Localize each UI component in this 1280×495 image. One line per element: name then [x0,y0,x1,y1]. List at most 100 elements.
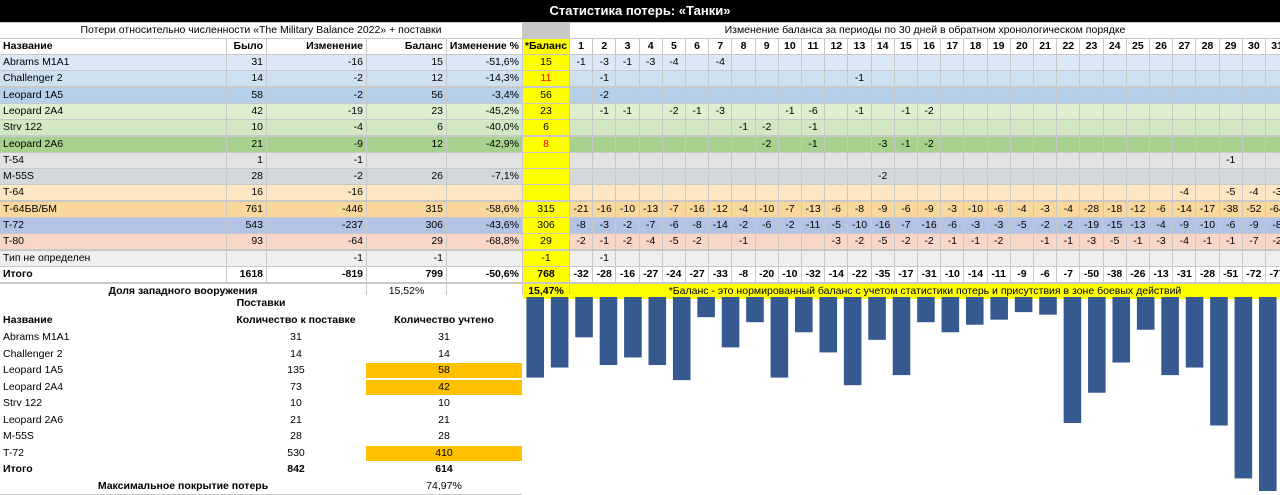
period-cell [593,185,616,201]
period-cell [825,136,848,152]
period-cell [1242,169,1265,185]
period-cell: -4 [1010,201,1033,217]
period-cell: -16 [918,218,941,233]
row-value [447,152,522,168]
period-total: -28 [593,266,616,282]
period-cell [1219,120,1242,136]
period-cell [1242,250,1265,266]
period-cell [894,185,917,201]
column-header: *Баланс [523,39,569,54]
western-share-star: 15,47% [523,284,569,300]
period-cell [778,71,801,87]
delivery-value: 31 [227,330,365,345]
row-value: -2 [267,71,366,87]
period-cell [1266,250,1280,266]
total-value: -819 [267,266,366,282]
period-cell: -2 [987,234,1010,250]
period-cell [616,136,639,152]
row-value: 10 [227,120,266,136]
period-total: -27 [686,266,709,282]
period-cell [1242,87,1265,103]
period-cell [848,169,871,185]
period-total: -32 [802,266,825,282]
delivery-value: 14 [366,346,522,362]
period-cell [1126,152,1149,168]
period-cell: -1 [802,136,825,152]
balance-star-value: 56 [523,87,569,103]
period-cell [1010,185,1033,201]
period-total: -24 [662,266,685,282]
delivery-value: 530 [227,445,365,461]
period-cell [1034,87,1057,103]
period-cell [918,152,941,168]
period-cell [1242,103,1265,119]
period-cell [1103,185,1126,201]
row-value [447,250,522,266]
period-cell: -1 [778,103,801,119]
bar-period-5 [624,297,642,358]
period-total: -13 [1150,266,1173,282]
row-value: 21 [227,136,266,152]
period-cell [848,120,871,136]
period-cell: -5 [1010,218,1033,233]
row-value [367,185,446,201]
period-cell: -2 [686,234,709,250]
deliveries-column-header: Количество к поставке [227,313,365,328]
column-header: Изменение [267,39,366,54]
period-cell [1266,169,1280,185]
period-cell [1242,120,1265,136]
period-cell [825,250,848,266]
period-cell [894,169,917,185]
period-header: 31 [1266,39,1280,54]
period-cell [918,55,941,70]
period-cell [941,120,964,136]
period-cell [616,185,639,201]
deliveries-header: Поставки [0,296,522,311]
bar-period-6 [648,297,667,366]
period-cell [755,234,778,250]
row-value: 14 [227,71,266,87]
period-cell [1126,169,1149,185]
period-cell [1057,103,1080,119]
period-cell [964,103,987,119]
period-cell [802,169,825,185]
period-cell [825,55,848,70]
period-total: -50 [1080,266,1103,282]
period-cell: -8 [1266,218,1280,233]
period-cell: -4 [1173,185,1196,201]
period-cell [709,120,732,136]
period-cell: -5 [825,218,848,233]
bar-period-1 [526,297,544,378]
period-cell: -4 [732,201,755,217]
delivery-name: Strv 122 [0,396,226,411]
period-cell [1080,136,1103,152]
period-header: 6 [686,39,709,54]
western-share-label: Доля западного вооружения [0,284,366,300]
period-cell: -13 [1126,218,1149,233]
period-header: 21 [1034,39,1057,54]
period-cell: -3 [825,234,848,250]
balance-star-value: 6 [523,120,569,136]
period-cell [1080,152,1103,168]
period-cell [964,185,987,201]
bar-period-2 [550,297,569,368]
period-cell: -9 [871,201,894,217]
period-cell: -1 [1057,234,1080,250]
coverage-value: 74,97% [366,478,522,494]
period-cell [1173,55,1196,70]
row-value: -4 [267,120,366,136]
balance-star-value: 15 [523,55,569,70]
period-cell [616,169,639,185]
period-cell [918,250,941,266]
period-cell [1103,120,1126,136]
balance-star-value: 306 [523,218,569,233]
delivery-value: 28 [227,429,365,444]
period-cell: -3 [593,55,616,70]
period-cell: -2 [732,218,755,233]
period-cell [1103,87,1126,103]
period-cell [1150,152,1173,168]
bar-period-13 [819,297,838,353]
period-cell [639,169,662,185]
period-cell [1126,71,1149,87]
bar-period-9 [721,297,740,348]
